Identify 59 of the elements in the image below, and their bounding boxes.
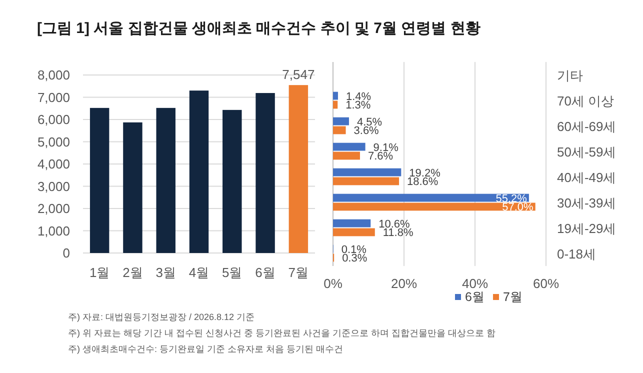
bar <box>333 142 366 151</box>
bar <box>333 219 371 228</box>
y-tick-label: 기타 <box>557 68 583 83</box>
bar <box>90 108 110 253</box>
bar <box>333 168 402 176</box>
data-label: 3.6% <box>354 125 380 138</box>
y-tick-label: 0 <box>62 246 70 260</box>
x-tick-label: 5월 <box>222 265 242 280</box>
y-tick-label: 3,000 <box>37 178 70 194</box>
x-tick-label: 20% <box>390 276 418 291</box>
data-label: 1.3% <box>346 100 371 112</box>
bar <box>333 92 338 100</box>
bar <box>256 93 275 253</box>
bar <box>333 126 346 134</box>
bar <box>333 100 338 109</box>
y-tick-label: 5,000 <box>37 134 70 150</box>
data-label: 7.6% <box>368 150 394 163</box>
y-tick-label: 7,000 <box>37 90 70 105</box>
x-tick-label: 7월 <box>288 265 309 280</box>
data-label: 18.6% <box>407 176 438 188</box>
y-tick-label: 40세-49세 <box>557 170 616 185</box>
legend-label: 6월 <box>465 290 485 304</box>
bar <box>333 228 375 236</box>
y-tick-label: 30세-39세 <box>557 195 616 210</box>
y-tick-label: 1,000 <box>37 223 70 238</box>
chart-title: [그림 1] 서울 집합건물 생애최초 매수건수 추이 및 7월 연령별 현황 <box>37 20 480 37</box>
bar <box>333 152 360 160</box>
text: 주) 자료: 대법원등기정보광장 / 2026.8.12 기준 <box>68 312 255 322</box>
x-tick-label: 6월 <box>255 265 276 280</box>
y-tick-label: 8,000 <box>37 68 70 82</box>
data-label: 11.8% <box>382 227 414 240</box>
text: 주) 위 자료는 해당 기간 내 접수된 신청사건 중 등기완료된 사건을 기준으로 하며 집합건물만을 대상으로 함 <box>68 328 496 338</box>
bar <box>189 90 209 253</box>
text: 주) 생애최초매수건수: 등기완료일 기준 소유자로 처음 등기된 매수건 <box>68 344 344 354</box>
bar <box>288 85 308 253</box>
y-tick-label: 19세-29세 <box>557 220 616 236</box>
y-tick-label: 70세 이상 <box>557 93 614 108</box>
x-tick-label: 3월 <box>156 265 176 280</box>
bar <box>156 108 176 253</box>
y-tick-label: 0-18세 <box>557 246 596 262</box>
x-tick-label: 0% <box>324 276 343 291</box>
x-tick-label: 2월 <box>122 265 143 280</box>
y-tick-label: 2,000 <box>37 201 70 216</box>
y-tick-label: 4,000 <box>37 156 70 172</box>
bar <box>333 177 400 186</box>
bar <box>123 122 142 253</box>
y-tick-label: 60세-69세 <box>557 118 616 134</box>
data-label: 7,547 <box>282 67 315 82</box>
legend-label: 7월 <box>503 290 523 304</box>
bar <box>333 117 349 126</box>
x-tick-label: 60% <box>532 276 560 291</box>
bar <box>333 194 529 202</box>
x-tick-label: 1월 <box>89 265 110 280</box>
x-tick-label: 40% <box>462 276 488 291</box>
y-tick-label: 50세-59세 <box>557 144 616 160</box>
x-tick-label: 4월 <box>188 265 210 280</box>
y-tick-label: 6,000 <box>37 112 70 127</box>
data-label: 0.3% <box>342 252 368 265</box>
bar <box>222 110 242 253</box>
